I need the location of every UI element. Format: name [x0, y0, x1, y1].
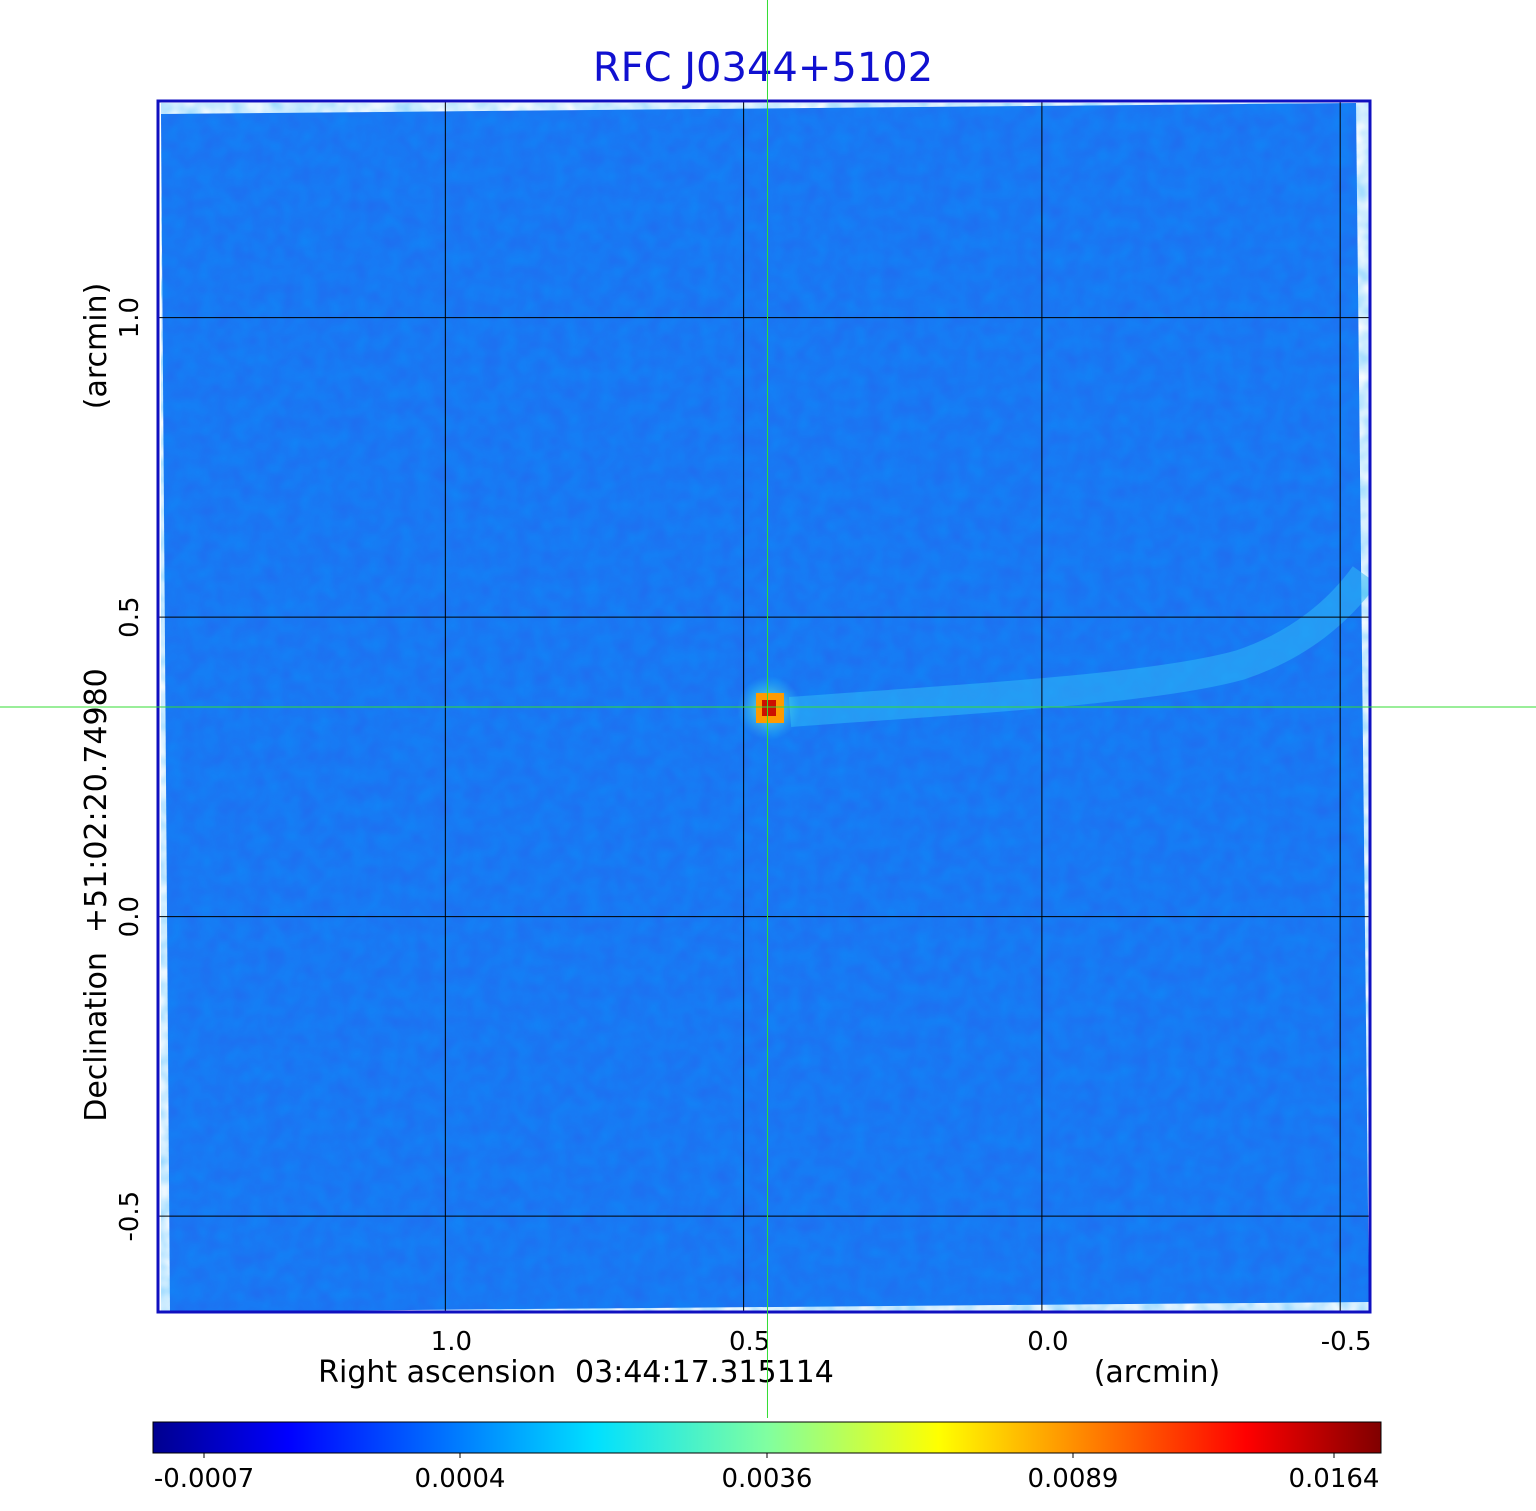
x-tick-label: 0.0 [1027, 1327, 1068, 1357]
colorbar-tick-label: 0.0036 [722, 1464, 813, 1494]
source-core [762, 700, 776, 716]
y-tick-label: 0.5 [115, 596, 145, 637]
x-axis-label: Right ascension 03:44:17.315114 [318, 1355, 834, 1390]
colorbar-tick-label: 0.0164 [1289, 1464, 1380, 1494]
x-tick-label: 1.0 [431, 1327, 472, 1357]
y-tick-label: 1.0 [115, 297, 145, 338]
colorbar-tick-labels: -0.0007 0.0004 0.0036 0.0089 0.0164 [154, 1453, 1380, 1494]
sidelobe-streak [788, 566, 1370, 727]
y-tick-label: 0.0 [115, 896, 145, 937]
x-tick-label: 0.5 [729, 1327, 770, 1357]
y-tick-labels: 1.0 0.5 0.0 -0.5 [115, 297, 145, 1242]
colorbar-tick-label: 0.0089 [1028, 1464, 1119, 1494]
colorbar-tick-label: -0.0007 [154, 1464, 254, 1494]
x-tick-label: -0.5 [1321, 1327, 1372, 1357]
crosshair [0, 0, 1536, 1418]
x-tick-labels: 1.0 0.5 0.0 -0.5 [431, 1327, 1372, 1357]
y-tick-label: -0.5 [115, 1191, 145, 1242]
y-axis-unit: (arcmin) [79, 283, 114, 410]
x-axis-unit: (arcmin) [1094, 1355, 1221, 1390]
chart-title: RFC J0344+5102 [593, 45, 933, 91]
y-axis-label: Declination +51:02:20.74980 [79, 668, 114, 1122]
colorbar-tick-label: 0.0004 [415, 1464, 506, 1494]
colorbar [152, 1421, 1382, 1454]
